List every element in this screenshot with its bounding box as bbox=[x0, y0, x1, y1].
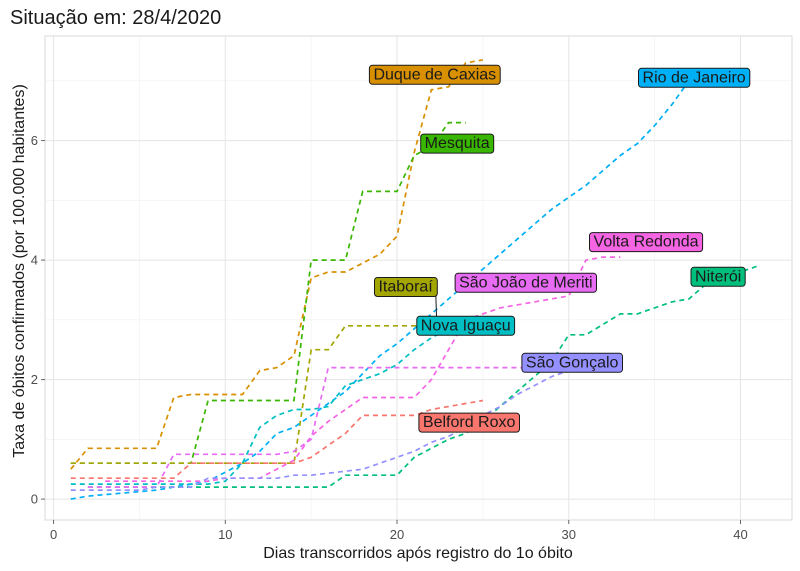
y-tick-label: 4 bbox=[31, 253, 38, 268]
series-label: Volta Redonda bbox=[589, 232, 704, 253]
x-axis-title: Dias transcorridos após registro do 1o ó… bbox=[263, 545, 573, 562]
series-label-box bbox=[368, 64, 501, 85]
series-labels: Duque de Caxias Rio de Janeiro Mesquita Vol… bbox=[368, 64, 751, 433]
series-label-text: Mesquita bbox=[425, 135, 490, 152]
series-line bbox=[70, 59, 484, 470]
series-label-box bbox=[690, 266, 746, 287]
series-label-box bbox=[420, 133, 495, 154]
series-label-box bbox=[454, 272, 597, 293]
x-tick-label: 10 bbox=[218, 527, 232, 542]
series-line bbox=[70, 315, 484, 485]
series-label-box bbox=[416, 315, 516, 336]
series-label-text: Duque de Caxias bbox=[373, 66, 496, 83]
series-label-text: São Gonçalo bbox=[526, 354, 619, 371]
x-tick-label: 40 bbox=[733, 527, 747, 542]
series-label-text: Itaboraí bbox=[378, 278, 433, 295]
series-label-text: Nova Iguaçu bbox=[421, 317, 511, 334]
series-label-text: São João de Meriti bbox=[459, 274, 592, 291]
y-axis-ticks: 0 2 4 6 bbox=[31, 133, 45, 507]
series-label: São João de Meriti bbox=[454, 272, 597, 293]
chart-title: Situação em: 28/4/2020 bbox=[10, 7, 221, 29]
series-label-text: Niterói bbox=[695, 268, 741, 285]
series-label-box bbox=[374, 277, 438, 297]
series-label-box bbox=[418, 412, 520, 433]
series-label-text: Volta Redonda bbox=[594, 234, 699, 251]
x-tick-label: 30 bbox=[562, 527, 576, 542]
series-line bbox=[87, 366, 535, 488]
series-lines bbox=[70, 59, 758, 500]
series-label: Duque de Caxias bbox=[368, 64, 501, 85]
x-tick-label: 0 bbox=[50, 527, 57, 542]
series-label-text: Rio de Janeiro bbox=[643, 69, 746, 86]
series-label-box bbox=[589, 232, 704, 253]
x-tick-label: 20 bbox=[390, 527, 404, 542]
series-line bbox=[70, 80, 690, 500]
series-label: Nova Iguaçu bbox=[416, 315, 516, 336]
y-tick-label: 0 bbox=[31, 492, 38, 507]
series-label-text: Belford Roxo bbox=[423, 414, 516, 431]
y-axis-title: Taxa de óbitos confirmados (por 100.000 … bbox=[11, 84, 28, 458]
series-label: Mesquita bbox=[420, 133, 495, 154]
x-axis-ticks: 0 10 20 30 40 bbox=[50, 520, 748, 542]
series-line bbox=[70, 363, 587, 491]
series-label: Belford Roxo bbox=[418, 412, 520, 433]
series-line bbox=[70, 399, 484, 480]
series-label-box bbox=[521, 352, 624, 373]
series-line bbox=[70, 324, 432, 465]
series-label: São Gonçalo bbox=[521, 352, 624, 373]
y-tick-label: 6 bbox=[31, 133, 38, 148]
series-label-box bbox=[638, 67, 751, 88]
series-label: Rio de Janeiro bbox=[638, 67, 751, 88]
y-tick-label: 2 bbox=[31, 372, 38, 387]
series-label: Niterói bbox=[690, 266, 746, 287]
series-label: Itaboraí bbox=[374, 277, 438, 297]
